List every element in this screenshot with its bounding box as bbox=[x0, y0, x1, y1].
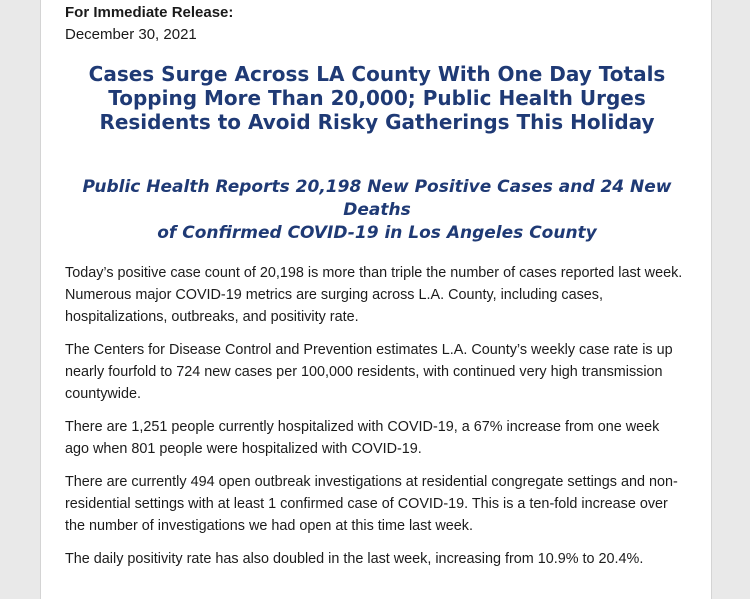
paragraph-positivity: The daily positivity rate has also doubl… bbox=[65, 551, 644, 567]
headline-line-1: Cases Surge Across LA County With One Da… bbox=[88, 62, 666, 86]
release-label: For Immediate Release: bbox=[65, 4, 234, 21]
subhead-rest: New Positive Cases and 24 New Deaths bbox=[343, 177, 672, 220]
paragraph-case-count: Today’s positive case count of 20,198 is… bbox=[65, 265, 683, 325]
paragraph-hospitalizations: There are 1,251 people currently hospita… bbox=[65, 419, 660, 457]
paragraph-outbreaks: There are currently 494 open outbreak in… bbox=[65, 474, 678, 534]
headline: Cases Surge Across LA County With One Da… bbox=[65, 62, 689, 134]
subhead-line-2: of Confirmed COVID-19 in Los Angeles Cou… bbox=[157, 223, 597, 243]
headline-line-2: Topping More Than 20,000; Public Health … bbox=[108, 86, 646, 110]
release-date: December 30, 2021 bbox=[65, 26, 197, 43]
subhead-prefix: Public Health Reports bbox=[82, 177, 296, 197]
press-release-page: For Immediate Release: December 30, 2021… bbox=[40, 0, 712, 599]
subhead-case-count: 20,198 bbox=[295, 177, 362, 197]
headline-line-3: Residents to Avoid Risky Gatherings This… bbox=[99, 110, 655, 134]
subheadline: Public Health Reports 20,198 New Positiv… bbox=[65, 176, 689, 245]
paragraph-cdc-rate: The Centers for Disease Control and Prev… bbox=[65, 342, 673, 402]
release-body: Today’s positive case count of 20,198 is… bbox=[65, 262, 685, 581]
